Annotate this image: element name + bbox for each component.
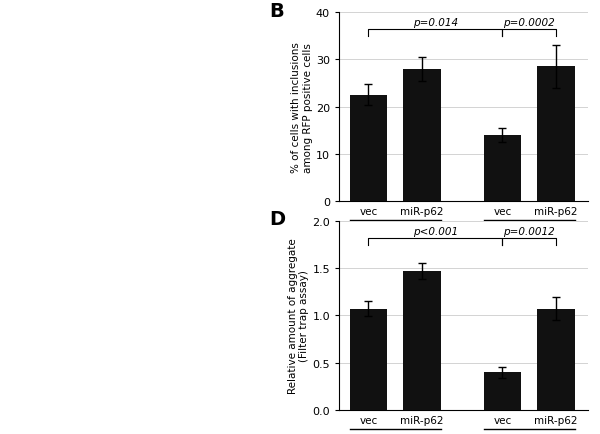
Y-axis label: % of cells with inclusions
among RFP positive cells: % of cells with inclusions among RFP pos… — [292, 42, 313, 173]
Bar — [403, 271, 441, 410]
Text: RFP: RFP — [385, 235, 406, 245]
Bar — [484, 372, 521, 410]
Bar — [350, 309, 387, 410]
Text: B: B — [269, 2, 284, 21]
Bar — [537, 67, 575, 202]
Bar — [350, 95, 387, 202]
Y-axis label: Relative amount of aggregate
(Filter trap assay): Relative amount of aggregate (Filter tra… — [288, 238, 310, 394]
Text: R-CK2: R-CK2 — [512, 235, 546, 245]
Text: p<0.001: p<0.001 — [413, 227, 458, 237]
Bar — [484, 136, 521, 202]
Text: p=0.014: p=0.014 — [413, 18, 458, 28]
Text: D: D — [269, 210, 286, 229]
Bar — [403, 69, 441, 202]
Bar — [537, 309, 575, 410]
Text: p=0.0012: p=0.0012 — [503, 227, 555, 237]
Text: p=0.0002: p=0.0002 — [503, 18, 555, 28]
